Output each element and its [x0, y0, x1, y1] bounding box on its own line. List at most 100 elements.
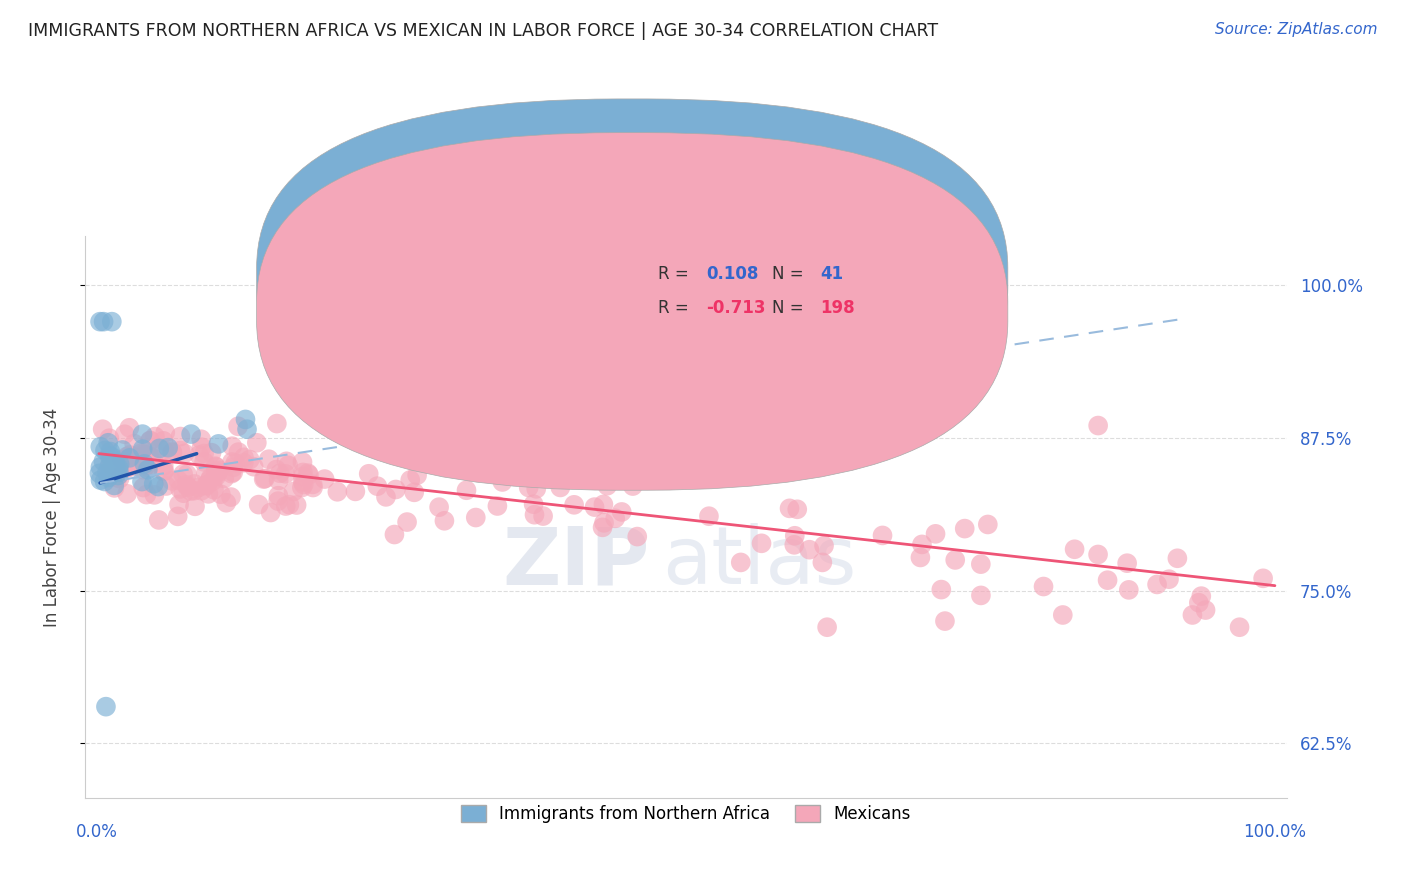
Point — [195, 477, 218, 491]
Text: 100.0%: 100.0% — [1243, 823, 1306, 841]
Point — [1229, 620, 1251, 634]
Point — [115, 450, 138, 464]
Point — [111, 452, 134, 467]
Point — [1181, 607, 1204, 622]
Point — [291, 466, 314, 480]
Point — [357, 467, 380, 481]
Point — [94, 443, 117, 458]
Point — [135, 448, 157, 462]
Point — [155, 479, 177, 493]
Point — [235, 412, 257, 426]
Point — [276, 454, 298, 468]
Point — [1189, 589, 1212, 603]
Text: atlas: atlas — [662, 524, 856, 601]
Point — [176, 480, 198, 494]
Point — [931, 582, 953, 597]
Point — [297, 466, 319, 480]
Point — [103, 465, 125, 479]
Point — [266, 462, 288, 476]
Point — [205, 464, 228, 478]
Point — [97, 470, 120, 484]
Point — [118, 450, 141, 465]
Point — [98, 431, 121, 445]
Point — [1063, 542, 1085, 557]
Point — [180, 427, 202, 442]
Point — [375, 490, 398, 504]
Text: N =: N = — [772, 265, 808, 283]
Point — [152, 458, 174, 473]
Point — [1146, 577, 1168, 591]
Point — [783, 529, 806, 543]
Point — [91, 422, 114, 436]
Point — [110, 456, 132, 470]
Point — [291, 481, 314, 495]
Point — [131, 427, 153, 442]
Text: R =: R = — [658, 299, 695, 317]
Point — [94, 699, 117, 714]
Point — [207, 437, 229, 451]
Point — [103, 478, 125, 492]
Point — [970, 589, 993, 603]
Point — [531, 509, 554, 524]
Point — [201, 474, 224, 488]
Point — [943, 553, 966, 567]
Point — [142, 476, 165, 491]
Point — [104, 456, 127, 470]
Point — [291, 455, 314, 469]
Point — [212, 471, 235, 485]
Point — [456, 483, 478, 498]
Point — [194, 466, 217, 480]
Point — [143, 488, 166, 502]
Point — [157, 441, 180, 455]
Text: N =: N = — [772, 299, 808, 317]
Point — [148, 479, 170, 493]
Point — [98, 458, 121, 473]
Point — [406, 468, 429, 483]
Point — [911, 537, 934, 551]
Point — [197, 487, 219, 501]
Point — [89, 315, 111, 329]
Point — [134, 457, 156, 471]
Point — [184, 500, 207, 514]
Point — [221, 439, 243, 453]
Point — [108, 472, 131, 486]
Point — [233, 450, 256, 465]
FancyBboxPatch shape — [602, 253, 872, 337]
Point — [226, 419, 249, 434]
Point — [1052, 607, 1074, 622]
Point — [267, 494, 290, 508]
Point — [550, 480, 572, 494]
Text: R =: R = — [658, 265, 695, 283]
Point — [169, 443, 191, 458]
Point — [491, 475, 513, 489]
Point — [93, 475, 115, 489]
Point — [486, 499, 509, 513]
Point — [278, 498, 301, 512]
Point — [257, 452, 280, 467]
Point — [253, 472, 276, 486]
Point — [228, 445, 250, 459]
FancyBboxPatch shape — [257, 99, 1008, 457]
Point — [1097, 573, 1119, 587]
Point — [176, 467, 198, 482]
Point — [132, 463, 155, 477]
Point — [605, 511, 627, 525]
Point — [160, 474, 183, 488]
Point — [118, 448, 141, 462]
Point — [172, 467, 194, 482]
Point — [190, 483, 212, 498]
Point — [1116, 556, 1139, 570]
Point — [524, 482, 547, 496]
Point — [160, 445, 183, 459]
Point — [977, 517, 1000, 532]
Point — [108, 466, 131, 480]
Point — [404, 485, 426, 500]
Point — [219, 490, 242, 504]
Point — [131, 455, 153, 469]
Point — [132, 458, 155, 472]
Point — [100, 458, 122, 472]
Point — [1087, 548, 1109, 562]
Point — [593, 516, 616, 530]
Point — [143, 429, 166, 443]
Point — [783, 538, 806, 552]
